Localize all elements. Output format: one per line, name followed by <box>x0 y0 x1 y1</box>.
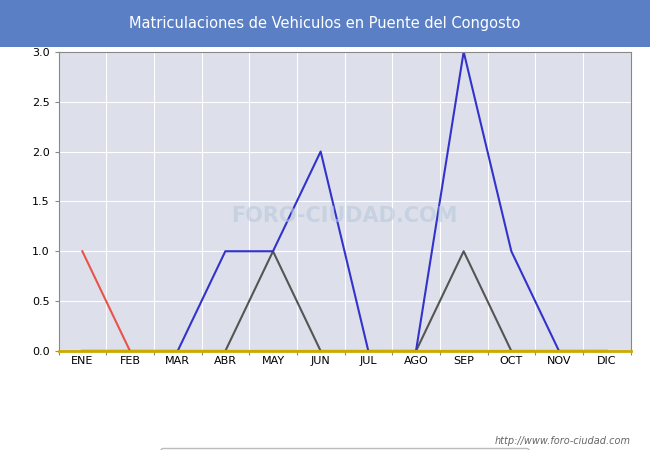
2020 <box>412 348 420 354</box>
2020 <box>365 348 372 354</box>
2024 <box>79 248 86 254</box>
2022 <box>174 348 181 354</box>
Line: 2022: 2022 <box>83 52 606 351</box>
2021 <box>412 348 420 354</box>
Text: FORO-CIUDAD.COM: FORO-CIUDAD.COM <box>231 207 458 226</box>
2021 <box>365 348 372 354</box>
2022 <box>460 49 467 54</box>
2023 <box>508 348 515 354</box>
2023 <box>603 348 610 354</box>
2020 <box>555 348 563 354</box>
2022 <box>412 348 420 354</box>
Line: 2023: 2023 <box>83 251 606 351</box>
2020 <box>269 348 277 354</box>
2023 <box>317 348 324 354</box>
Text: Matriculaciones de Vehiculos en Puente del Congosto: Matriculaciones de Vehiculos en Puente d… <box>129 16 521 31</box>
2022 <box>222 248 229 254</box>
Text: http://www.foro-ciudad.com: http://www.foro-ciudad.com <box>495 436 630 446</box>
2023 <box>79 348 86 354</box>
2023 <box>174 348 181 354</box>
2021 <box>317 348 324 354</box>
2023 <box>412 348 420 354</box>
2022 <box>365 348 372 354</box>
Legend: 2024, 2023, 2022, 2021, 2020: 2024, 2023, 2022, 2021, 2020 <box>160 448 529 450</box>
2020 <box>508 348 515 354</box>
2020 <box>79 348 86 354</box>
2023 <box>555 348 563 354</box>
2023 <box>460 248 467 254</box>
2022 <box>555 348 563 354</box>
2022 <box>603 348 610 354</box>
2020 <box>317 348 324 354</box>
2024 <box>126 348 134 354</box>
2022 <box>508 248 515 254</box>
2022 <box>269 248 277 254</box>
2022 <box>126 348 134 354</box>
2022 <box>79 348 86 354</box>
2021 <box>79 348 86 354</box>
2020 <box>603 348 610 354</box>
2020 <box>174 348 181 354</box>
2020 <box>126 348 134 354</box>
2021 <box>508 348 515 354</box>
2020 <box>222 348 229 354</box>
2021 <box>460 348 467 354</box>
2023 <box>222 348 229 354</box>
2021 <box>555 348 563 354</box>
2023 <box>126 348 134 354</box>
2023 <box>269 248 277 254</box>
2021 <box>222 348 229 354</box>
2021 <box>126 348 134 354</box>
2021 <box>603 348 610 354</box>
2021 <box>174 348 181 354</box>
2021 <box>269 348 277 354</box>
Line: 2024: 2024 <box>83 251 130 351</box>
2023 <box>365 348 372 354</box>
2020 <box>460 348 467 354</box>
2022 <box>317 149 324 154</box>
